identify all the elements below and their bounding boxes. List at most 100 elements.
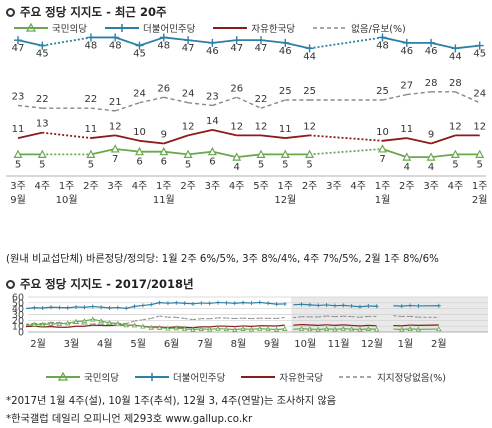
data-point <box>86 33 95 42</box>
data-label: 28 <box>449 78 462 89</box>
series-2 <box>25 323 439 329</box>
series-segment <box>167 326 177 329</box>
data-label: 5 <box>282 159 288 170</box>
x-tick-label: 2월 <box>431 338 447 350</box>
data-label: 22 <box>255 94 268 105</box>
series-segment <box>430 153 456 159</box>
series-segment <box>114 102 140 112</box>
x-tick-label: 9월 <box>264 338 280 350</box>
series-segment <box>42 322 52 324</box>
series-segment <box>115 148 140 153</box>
x-tick-label: 1주 <box>375 181 391 192</box>
data-point <box>38 41 47 50</box>
legend-item-kukmin: 국민의당 <box>46 370 119 384</box>
data-point <box>436 303 441 308</box>
series-segment <box>430 42 456 50</box>
data-point <box>257 36 265 45</box>
x-tick-label: 2주 <box>399 181 415 192</box>
series-segment <box>359 324 369 327</box>
x-tick-label: 2월 <box>472 194 488 206</box>
series-segment <box>142 317 152 321</box>
bottom-legend: 국민의당 더불어민주당 자유한국당 지지정당없음(%) <box>46 370 446 384</box>
data-point <box>13 149 23 158</box>
series-segment <box>293 316 302 319</box>
data-label: 22 <box>85 94 98 105</box>
legend-item-none: 없음/유보(%) <box>313 21 406 35</box>
series-segment <box>187 129 213 137</box>
data-point <box>159 146 169 156</box>
data-point <box>475 149 485 158</box>
data-point <box>475 41 484 50</box>
y-tick-label: 60 <box>12 293 24 304</box>
data-label: 12 <box>449 121 462 132</box>
series-segment <box>343 315 352 318</box>
data-label: 5 <box>185 159 191 170</box>
top-legend: 국민의당 더불어민주당 자유한국당 없음/유보(%) <box>14 21 406 35</box>
series-2: 11 13 11 12 10 9 12 14 12 12 11 12 10 11 9 12 12 <box>12 116 486 145</box>
x-tick-label: 4월 <box>97 338 113 350</box>
data-label: 26 <box>230 83 243 94</box>
series-segment <box>243 317 252 320</box>
data-point <box>374 326 380 332</box>
data-point <box>374 304 379 309</box>
data-label: 11 <box>85 124 98 135</box>
data-label: 6 <box>161 157 167 168</box>
legend-item-jayu: 자유한국당 <box>241 370 323 384</box>
data-label: 5 <box>477 159 483 170</box>
legend-swatch-minjoo <box>134 373 169 381</box>
series-segment <box>276 324 285 327</box>
series-segment <box>139 36 165 47</box>
x-tick-label: 2주 <box>302 181 318 192</box>
circle-bullet-icon <box>6 8 15 17</box>
series-segment <box>212 129 237 137</box>
x-tick-label: 3주 <box>326 181 342 192</box>
data-point <box>232 36 241 45</box>
data-label: 11 <box>400 124 413 135</box>
series-segment <box>251 325 260 327</box>
data-label: 7 <box>379 154 385 165</box>
series-segment <box>163 150 189 156</box>
data-label: 12 <box>473 121 486 132</box>
series-segment <box>159 315 169 318</box>
data-label: 27 <box>400 81 413 92</box>
series-segment <box>192 318 202 321</box>
data-point <box>256 149 266 158</box>
data-point <box>282 326 288 331</box>
data-label: 45 <box>473 49 486 60</box>
data-label: 4 <box>404 162 410 173</box>
data-label: 47 <box>255 43 268 54</box>
series-segment <box>209 325 219 328</box>
data-label: 28 <box>425 78 438 89</box>
data-label: 5 <box>15 159 21 170</box>
data-point <box>377 144 388 153</box>
bottom-chart-title: 주요 정당 지지도 - 2017/2018년 <box>6 276 194 292</box>
series-segment <box>187 150 213 156</box>
data-label: 12 <box>230 121 243 132</box>
series-segment <box>184 317 194 321</box>
data-label: 48 <box>109 40 122 51</box>
data-label: 5 <box>452 159 458 170</box>
data-label: 10 <box>376 127 389 138</box>
x-tick-label: 1주 <box>156 181 172 192</box>
series-segment <box>67 325 77 328</box>
data-label: 46 <box>279 46 292 57</box>
legend-item-none: 지지정당없음(%) <box>339 370 446 384</box>
x-tick-label: 4주 <box>132 181 148 192</box>
series-segment <box>309 36 383 50</box>
data-label: 24 <box>473 89 486 100</box>
legend-item-jayu: 자유한국당 <box>213 21 295 35</box>
series-segment <box>134 319 143 322</box>
x-tick-label: 10월 <box>56 194 78 206</box>
legend-item-minjoo: 더불어민주당 <box>104 21 195 35</box>
series-segment <box>309 134 383 142</box>
x-tick-label: 3주 <box>423 181 439 192</box>
data-label: 23 <box>206 91 219 102</box>
x-tick-label: 4주 <box>350 181 366 192</box>
series-segment <box>151 315 160 319</box>
series-segment <box>326 315 335 318</box>
series-segment <box>187 39 213 44</box>
x-tick-label: 7월 <box>197 338 213 350</box>
data-label: 25 <box>376 86 389 97</box>
data-label: 12 <box>303 121 316 132</box>
x-tick-label: 5주 <box>253 181 269 192</box>
